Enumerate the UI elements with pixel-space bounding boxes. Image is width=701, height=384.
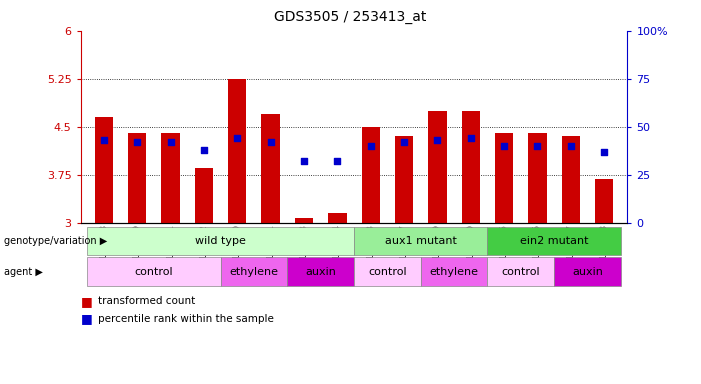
Point bbox=[365, 143, 376, 149]
Point bbox=[198, 147, 210, 153]
Text: aux1 mutant: aux1 mutant bbox=[385, 236, 456, 246]
Bar bbox=[461, 111, 480, 223]
Point bbox=[165, 139, 176, 145]
Text: percentile rank within the sample: percentile rank within the sample bbox=[98, 314, 274, 324]
Point bbox=[465, 135, 476, 141]
Text: ethylene: ethylene bbox=[229, 266, 278, 277]
Bar bbox=[95, 117, 113, 223]
Point bbox=[232, 135, 243, 141]
Bar bbox=[428, 111, 447, 223]
Bar bbox=[395, 136, 413, 223]
Point bbox=[299, 158, 310, 164]
Text: agent ▶: agent ▶ bbox=[4, 266, 42, 277]
Point bbox=[565, 143, 576, 149]
Bar bbox=[328, 213, 346, 223]
Bar bbox=[128, 133, 147, 223]
Bar bbox=[495, 133, 513, 223]
Point bbox=[398, 139, 409, 145]
Bar bbox=[295, 218, 313, 223]
Point bbox=[98, 137, 109, 143]
Text: ■: ■ bbox=[81, 312, 93, 325]
Bar bbox=[595, 179, 613, 223]
Text: auxin: auxin bbox=[572, 266, 603, 277]
Point bbox=[132, 139, 143, 145]
Point bbox=[532, 143, 543, 149]
Point bbox=[599, 149, 610, 155]
Text: ein2 mutant: ein2 mutant bbox=[520, 236, 588, 246]
Bar bbox=[362, 127, 380, 223]
Bar bbox=[161, 133, 179, 223]
Text: control: control bbox=[135, 266, 173, 277]
Text: control: control bbox=[501, 266, 540, 277]
Point bbox=[332, 158, 343, 164]
Bar bbox=[562, 136, 580, 223]
Text: GDS3505 / 253413_at: GDS3505 / 253413_at bbox=[274, 10, 427, 23]
Text: ■: ■ bbox=[81, 295, 93, 308]
Text: transformed count: transformed count bbox=[98, 296, 196, 306]
Bar bbox=[228, 79, 247, 223]
Text: genotype/variation ▶: genotype/variation ▶ bbox=[4, 236, 107, 246]
Bar bbox=[261, 114, 280, 223]
Text: auxin: auxin bbox=[305, 266, 336, 277]
Point bbox=[265, 139, 276, 145]
Text: wild type: wild type bbox=[195, 236, 246, 246]
Bar bbox=[195, 168, 213, 223]
Point bbox=[498, 143, 510, 149]
Text: ethylene: ethylene bbox=[430, 266, 479, 277]
Text: control: control bbox=[368, 266, 407, 277]
Bar bbox=[529, 133, 547, 223]
Point bbox=[432, 137, 443, 143]
